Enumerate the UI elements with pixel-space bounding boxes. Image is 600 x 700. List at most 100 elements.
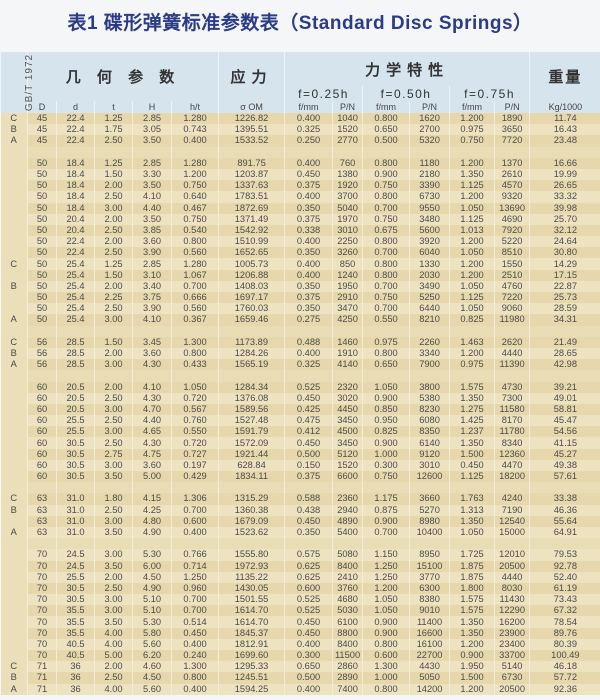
page-title: 表1 碟形弹簧标准参数表（Standard Disc Springs）: [67, 13, 533, 34]
value-cell: 0.367: [170, 314, 219, 326]
empty-cell: [94, 325, 133, 337]
value-cell: 20500: [494, 560, 530, 572]
table-row: 60 20.5 3.00 4.70 0.567 1589.56 0.425 4450 0.850…: [0, 403, 600, 416]
table-row: 60 20.5 2.00 4.10 1.050 1284.34 0.525 2320 1.050…: [0, 381, 600, 393]
value-cell: 1.050: [449, 247, 495, 259]
value-cell: 20.5: [56, 403, 95, 416]
value-cell: 30.5: [56, 471, 95, 483]
table-row: C 50 25.4 1.25 2.85 1.280 1005.73 0.400 850 0.800…: [0, 258, 600, 270]
value-cell: 1284.26: [218, 347, 285, 360]
value-cell: 12290: [494, 605, 530, 617]
empty-cell: [362, 482, 410, 494]
value-cell: 0.900: [362, 627, 410, 639]
empty-cell: [449, 146, 495, 158]
value-cell: 1040: [332, 113, 363, 125]
value-cell: 63: [27, 493, 57, 505]
value-cell: 28.5: [56, 347, 95, 360]
class-cell: [0, 459, 28, 471]
empty-cell: [0, 325, 28, 337]
class-cell: [0, 448, 28, 460]
value-cell: 1.875: [449, 571, 495, 583]
column-header: P/N: [332, 101, 363, 113]
value-cell: 2.50: [94, 504, 133, 516]
value-cell: 0.750: [362, 292, 410, 304]
value-cell: 2.50: [94, 415, 133, 427]
value-cell: 20500: [494, 683, 530, 695]
table-row: 50 22.4 2.00 3.60 0.800 1510.99 0.400 2250 0.800…: [0, 236, 600, 248]
empty-cell: [94, 538, 133, 550]
value-cell: 0.975: [449, 359, 495, 371]
value-cell: 5120: [332, 448, 363, 460]
value-cell: 5250: [409, 292, 450, 304]
table-row: 70 35.5 4.00 5.80 0.450 1845.37 0.450 8800 0.900…: [0, 627, 600, 639]
value-cell: 0.800: [362, 258, 410, 270]
value-cell: 4470: [494, 459, 530, 471]
value-cell: 45: [27, 135, 57, 147]
value-cell: 16600: [409, 627, 450, 639]
value-cell: 0.400: [170, 683, 219, 695]
value-cell: 0.325: [284, 359, 333, 371]
value-cell: 50: [27, 180, 57, 192]
table-row: 63 31.0 3.00 4.80 0.600 1679.09 0.450 4890 0.900…: [0, 515, 600, 527]
value-cell: 71: [27, 672, 57, 684]
value-cell: 2700: [409, 124, 450, 136]
value-cell: 4.70: [132, 403, 172, 416]
value-cell: 0.525: [284, 605, 333, 617]
column-header: f/mm: [284, 101, 333, 113]
value-cell: 1226.82: [218, 113, 285, 125]
value-cell: 0.875: [362, 504, 410, 516]
empty-cell: [218, 325, 285, 337]
value-cell: 1.725: [449, 549, 495, 561]
value-cell: 10400: [409, 526, 450, 539]
value-cell: 6730: [494, 672, 530, 684]
value-cell: 57.72: [529, 672, 600, 684]
value-cell: 7300: [494, 392, 530, 404]
value-cell: 0.400: [284, 191, 333, 203]
value-cell: 1589.56: [218, 403, 285, 416]
table-row: 60 20.5 2.50 4.30 0.720 1376.08 0.450 3020 0.900…: [0, 392, 600, 404]
value-cell: 61.19: [529, 582, 600, 595]
value-cell: 8210: [409, 314, 450, 326]
value-cell: 3.60: [132, 347, 172, 360]
empty-cell: [332, 146, 363, 158]
value-cell: 0.975: [362, 336, 410, 348]
value-cell: 58.81: [529, 403, 600, 416]
value-cell: 3470: [332, 303, 363, 315]
value-cell: 30.80: [529, 247, 600, 259]
value-cell: 3.60: [132, 236, 172, 248]
value-cell: 1.200: [362, 582, 410, 595]
value-cell: 8380: [409, 594, 450, 606]
class-cell: [0, 392, 28, 404]
value-cell: 0.650: [284, 661, 333, 673]
value-cell: 1614.70: [218, 616, 285, 628]
empty-cell: [409, 482, 450, 494]
table-row: 70 24.5 3.00 5.30 0.766 1555.80 0.575 5080 1.150…: [0, 549, 600, 561]
value-cell: 0.400: [284, 347, 333, 360]
table-row: 50 25.4 2.50 3.90 0.560 1760.03 0.350 3470 0.700…: [0, 303, 600, 315]
value-cell: 0.550: [362, 314, 410, 326]
value-cell: 2860: [332, 661, 363, 673]
value-cell: 2.00: [94, 347, 133, 360]
value-cell: 1295.33: [218, 661, 285, 673]
value-cell: 3.75: [132, 292, 172, 304]
value-cell: 1180: [409, 157, 450, 169]
class-cell: C: [0, 113, 28, 125]
value-cell: 2890: [332, 672, 363, 684]
class-cell: [0, 415, 28, 427]
value-cell: 35.5: [56, 616, 95, 628]
value-cell: 0.800: [170, 672, 219, 684]
table-row: 50 18.4 2.00 3.50 0.750 1337.63 0.375 1920 0.750…: [0, 180, 600, 192]
value-cell: 3010: [332, 224, 363, 237]
value-cell: 5220: [494, 236, 530, 248]
value-cell: 1555.80: [218, 549, 285, 561]
value-cell: 50: [27, 258, 57, 270]
empty-cell: [409, 325, 450, 337]
value-cell: 0.150: [284, 459, 333, 471]
value-cell: 1135.22: [218, 571, 285, 583]
value-cell: 1.280: [170, 113, 219, 125]
value-cell: 1.575: [449, 594, 495, 606]
class-cell: [0, 638, 28, 650]
value-cell: 15100: [409, 560, 450, 572]
empty-cell: [27, 146, 57, 158]
table-row: A 45 22.4 2.50 3.50 0.400 1533.52 0.250 2770 0.50…: [0, 135, 600, 147]
